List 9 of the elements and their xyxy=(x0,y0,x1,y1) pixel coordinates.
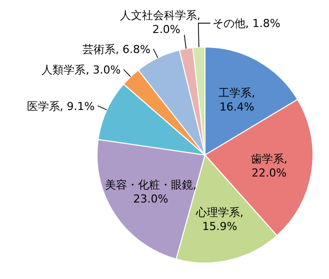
slice-label: 人文社会科学系, 2.0% xyxy=(120,8,200,36)
slice-label: 心理学系, 15.9% xyxy=(194,206,244,234)
slice-label: 芸術系, 6.8% xyxy=(82,42,150,56)
slice-label: 歯学系, 22.0% xyxy=(250,152,288,180)
slice-label: 工学系, 16.4% xyxy=(218,86,256,114)
slice-label: 医学系, 9.1% xyxy=(26,100,95,113)
slice-label: その他, 1.8% xyxy=(212,17,280,30)
slice-label: 人類学系, 3.0% xyxy=(42,63,121,76)
slice-label: 美容・化粧・眼鏡, 23.0% xyxy=(104,178,196,206)
